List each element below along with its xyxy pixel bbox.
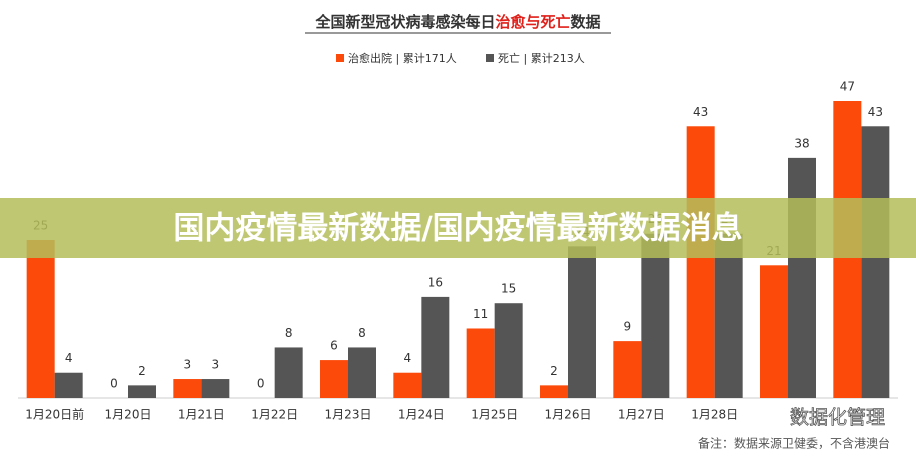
- legend-label: 治愈出院 | 累计171人: [348, 51, 457, 65]
- data-label: 2: [138, 364, 146, 378]
- x-tick-label: 1月24日: [398, 408, 445, 422]
- bar: [348, 347, 376, 398]
- x-tick-label: 1月22日: [251, 408, 298, 422]
- x-tick-label: 1月28日: [691, 408, 738, 422]
- bar: [26, 240, 55, 398]
- data-label: 4: [65, 351, 73, 365]
- legend-label: 死亡 | 累计213人: [498, 51, 585, 65]
- data-label: 9: [624, 320, 632, 334]
- data-label: 47: [840, 80, 855, 94]
- bar: [173, 379, 202, 398]
- data-label: 15: [501, 282, 516, 296]
- x-tick-label: 1月20日: [105, 408, 152, 422]
- x-tick-label: 1月25日: [471, 408, 518, 422]
- title-part: 治愈与死亡: [495, 13, 570, 31]
- bar: [274, 347, 303, 398]
- x-tick-label: 1月27日: [618, 408, 665, 422]
- data-label: 3: [184, 358, 192, 372]
- x-tick-label: 1月20日前: [25, 407, 84, 422]
- data-label: 3: [212, 358, 220, 372]
- x-tick-label: 1月21日: [178, 408, 225, 422]
- bar: [128, 385, 156, 398]
- legend-swatch: [336, 54, 344, 62]
- data-label: 0: [257, 377, 265, 391]
- bar: [393, 372, 422, 398]
- bar: [641, 233, 670, 398]
- bar: [714, 233, 743, 398]
- data-label: 43: [693, 105, 708, 119]
- data-label: 4: [404, 351, 412, 365]
- bar: [613, 341, 642, 398]
- data-label: 16: [428, 275, 443, 289]
- banner-text: 国内疫情最新数据/国内疫情最新数据消息: [173, 211, 742, 247]
- x-tick-label: 1月26日: [545, 408, 592, 422]
- banner: [0, 198, 916, 258]
- bar: [201, 379, 230, 398]
- legend-swatch: [486, 54, 494, 62]
- title-part: 全国新型冠状病毒感染每日: [314, 13, 495, 31]
- footnote: 备注：数据来源卫健委，不含港澳台: [698, 436, 890, 451]
- bar: [686, 126, 715, 398]
- chart-title: 全国新型冠状病毒感染每日治愈与死亡数据: [314, 13, 600, 31]
- bar: [760, 265, 788, 398]
- bar: [540, 385, 568, 398]
- bar: [568, 246, 596, 398]
- x-tick-label: 1月23日: [325, 408, 372, 422]
- data-label: 43: [868, 105, 883, 119]
- title-part: 数据: [571, 13, 601, 31]
- bar: [861, 126, 890, 398]
- bar: [788, 157, 816, 398]
- data-label: 6: [330, 339, 338, 353]
- data-label: 38: [794, 136, 809, 150]
- data-label: 0: [110, 377, 118, 391]
- bar: [54, 372, 83, 398]
- bar: [466, 328, 495, 398]
- bar: [320, 360, 348, 398]
- watermark: 数据化管理: [790, 407, 885, 429]
- data-label: 11: [473, 307, 488, 321]
- data-label: 2: [550, 364, 558, 378]
- data-label: 8: [358, 326, 366, 340]
- bar: [421, 296, 450, 398]
- bar: [494, 303, 523, 398]
- data-label: 8: [285, 326, 293, 340]
